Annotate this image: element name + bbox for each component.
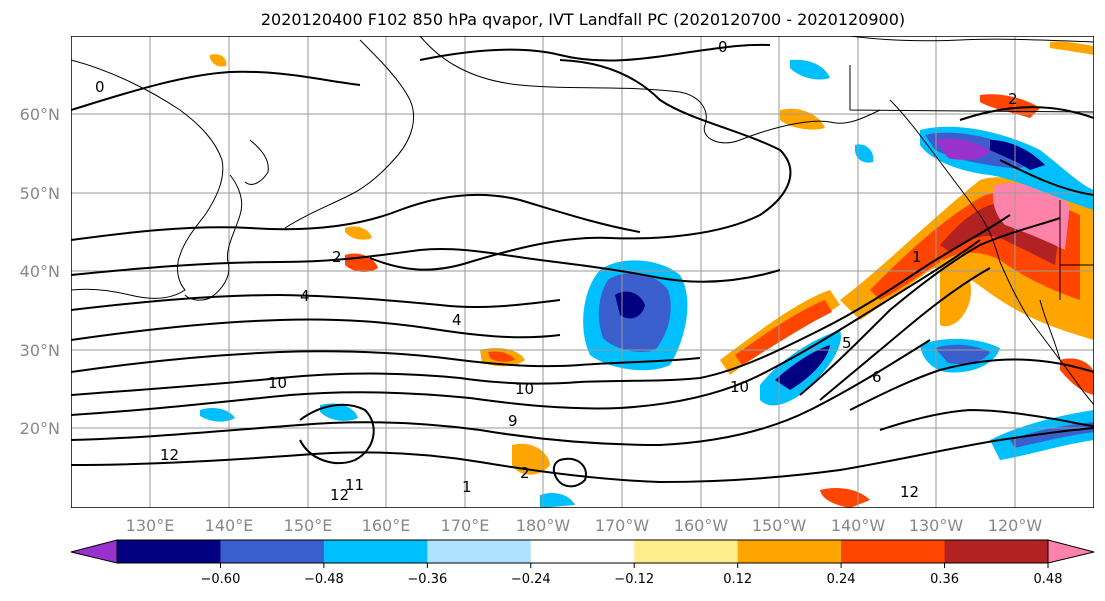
gridlines <box>71 36 1094 508</box>
colorbar-tick-label: −0.36 <box>407 572 447 587</box>
contour-label: 0 <box>718 38 728 56</box>
lat-label: 20°N <box>20 419 60 438</box>
lon-label: 140°W <box>831 516 886 535</box>
contour-label: 2 <box>1008 90 1018 108</box>
lon-label: 170°E <box>441 516 490 535</box>
contour-label: 11 <box>345 476 364 494</box>
lon-label: 130°E <box>126 516 175 535</box>
colorbar-tick-label: −0.24 <box>511 572 551 587</box>
colorbar-cell <box>427 540 532 563</box>
latitude-labels: 60°N 50°N 40°N 30°N 20°N <box>20 105 60 438</box>
colorbar: −0.60 −0.48 −0.36 −0.24 −0.12 0.12 0.24 0.36 0.4… <box>70 539 1095 587</box>
contour-label: 1 <box>912 248 922 266</box>
contour-label: 0 <box>95 78 105 96</box>
contour-label: 9 <box>508 412 518 430</box>
colorbar-cell <box>117 540 221 563</box>
lon-label: 120°W <box>988 516 1043 535</box>
lat-label: 30°N <box>20 341 60 360</box>
colorbar-extend-min <box>70 539 118 564</box>
colorbar-tick-label: 0.12 <box>723 572 752 587</box>
longitude-labels: 130°E 140°E 150°E 160°E 170°E 180°W 170°… <box>126 516 1043 535</box>
contour-label: 10 <box>268 374 287 392</box>
lon-label: 150°W <box>752 516 807 535</box>
colorbar-cell <box>944 540 1049 563</box>
colorbar-tick-label: 0.48 <box>1034 572 1063 587</box>
contour-label: 12 <box>330 486 349 504</box>
contour-label: 2 <box>332 248 342 266</box>
contour-labels: 0 0 2 2 4 4 9 10 10 10 11 12 12 12 1 1 2… <box>95 38 1018 504</box>
contour-label: 4 <box>452 311 462 329</box>
lon-label: 160°E <box>362 516 411 535</box>
colorbar-cell <box>220 540 325 563</box>
colorbar-cell <box>841 540 946 563</box>
colorbar-tick-label: 0.36 <box>930 572 959 587</box>
lon-label: 130°W <box>909 516 964 535</box>
colorbar-tick-label: 0.24 <box>827 572 856 587</box>
colorbar-tick-label: −0.60 <box>201 572 241 587</box>
contour-label: 4 <box>300 287 310 305</box>
contour-label: 12 <box>900 483 919 501</box>
lon-label: 180°W <box>516 516 571 535</box>
contour-label: 10 <box>730 378 749 396</box>
contour-label: 1 <box>462 478 472 496</box>
contour-label: 2 <box>520 464 530 482</box>
contour-label: 12 <box>160 446 179 464</box>
lat-label: 40°N <box>20 262 60 281</box>
lon-label: 170°W <box>595 516 650 535</box>
colorbar-tick-label: −0.12 <box>614 572 654 587</box>
lat-label: 50°N <box>20 184 60 203</box>
contour-label: 5 <box>842 334 852 352</box>
lon-label: 160°W <box>674 516 729 535</box>
contour-label: 10 <box>515 380 534 398</box>
coastlines <box>71 36 1094 406</box>
lon-label: 150°E <box>284 516 333 535</box>
map-panel: 0 0 2 2 4 4 9 10 10 10 11 12 12 12 1 1 2… <box>71 36 1094 508</box>
colorbar-cell <box>323 540 428 563</box>
colorbar-cell <box>634 540 739 563</box>
figure-title: 2020120400 F102 850 hPa qvapor, IVT Land… <box>261 10 905 29</box>
lat-label: 60°N <box>20 105 60 124</box>
colorbar-cell <box>530 540 635 563</box>
qvapor-contours <box>71 43 1094 488</box>
colorbar-extend-max <box>1047 539 1095 564</box>
colorbar-tick-label: −0.48 <box>304 572 344 587</box>
shading-layer <box>200 41 1094 508</box>
colorbar-cell <box>737 540 842 563</box>
lon-label: 140°E <box>205 516 254 535</box>
contour-label: 6 <box>872 368 882 386</box>
